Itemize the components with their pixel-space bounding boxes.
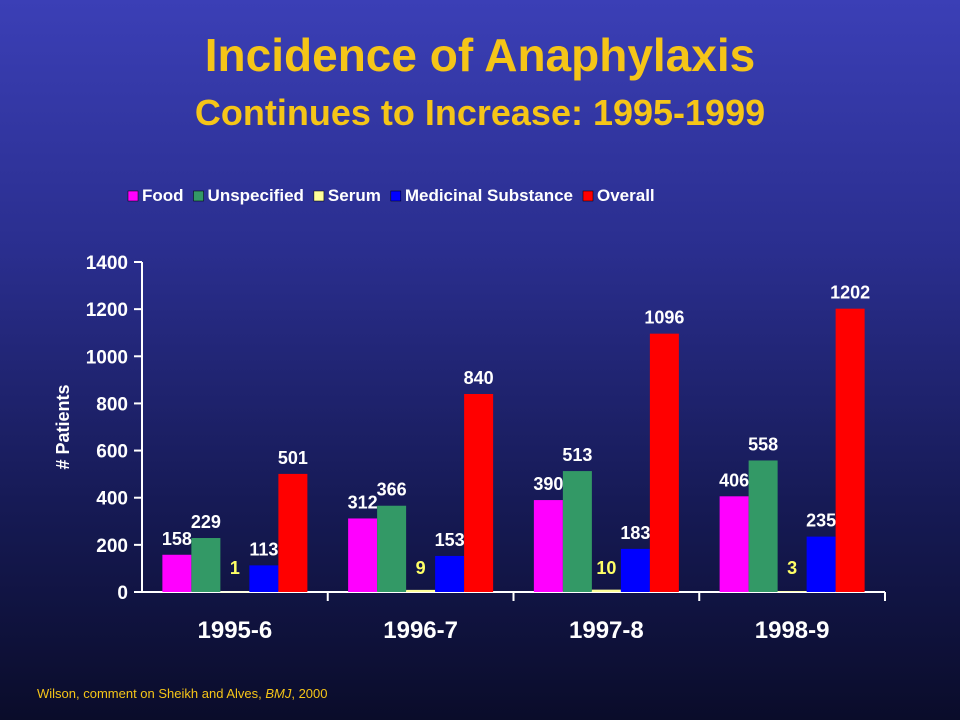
bar-serum [406,589,436,592]
y-tick-label: 800 [96,394,128,415]
data-label: 229 [191,512,221,532]
source-citation: Wilson, comment on Sheikh and Alves, BMJ… [37,686,328,701]
slide-subtitle: Continues to Increase: 1995-1999 [194,92,766,133]
bar-chart: 0 200 400 600 800 1000 1200 1400 # Patients 1995-… [53,186,870,644]
bar-unspecified [377,505,407,592]
data-label: 235 [806,511,836,531]
bar-serum [591,589,621,592]
data-label: 3 [787,558,797,578]
source-journal: BMJ [265,686,292,701]
legend-swatch [193,190,204,202]
y-tick-label: 0 [117,583,128,604]
data-label: 1 [230,558,240,578]
legend-label: Serum [328,186,381,205]
data-label: 406 [719,470,749,490]
bar-medicinal-substance [249,565,279,592]
y-tick-label: 1400 [86,253,128,274]
x-tick-label: 1997-8 [569,617,644,644]
data-label: 366 [377,480,407,500]
bar-serum [777,591,807,592]
y-tick-label: 400 [96,489,128,510]
bar-overall [464,394,494,592]
data-label: 840 [464,368,494,388]
source-text: Wilson, comment on Sheikh and Alves, [37,686,266,701]
bar-medicinal-substance [806,536,836,592]
bar-medicinal-substance [435,555,465,592]
data-label: 390 [533,474,563,494]
bar-overall [835,308,865,592]
bar-unspecified [191,538,221,592]
legend-label: Medicinal Substance [405,186,573,205]
data-label: 558 [748,434,778,454]
data-label: 1096 [644,308,684,328]
bar-medicinal-substance [620,548,650,592]
x-tick-label: 1998-9 [755,617,830,644]
data-label: 183 [620,523,650,543]
data-label: 1202 [830,283,870,303]
y-tick-label: 200 [96,536,128,557]
bar-unspecified [562,471,592,592]
bar-overall [278,473,308,592]
data-label: 9 [416,558,426,578]
legend-label: Overall [597,186,655,205]
legend-swatch [390,190,402,202]
legend-swatch [127,190,139,202]
source-year: , 2000 [291,686,328,701]
data-label: 10 [596,558,616,578]
legend-swatch [313,190,325,202]
bar-unspecified [748,460,778,592]
bar-food [162,554,192,592]
bar-food [719,496,749,592]
data-label: 312 [348,492,378,512]
bar-food [348,518,378,592]
legend-label: Unspecified [208,186,304,205]
data-label: 153 [435,530,465,550]
data-label: 513 [562,445,592,465]
slide-title: Incidence of Anaphylaxis [204,29,756,81]
x-tick-label: 1995-6 [198,617,273,644]
y-axis-label: # Patients [53,384,73,469]
legend-swatch [582,190,594,202]
y-tick-label: 600 [96,442,128,463]
y-tick-label: 1200 [86,300,128,321]
y-tick-label: 1000 [86,347,128,368]
x-tick-label: 1996-7 [383,617,458,644]
data-label: 501 [278,448,308,468]
bar-serum [220,591,250,593]
data-label: 158 [162,529,192,549]
legend-label: Food [142,186,184,205]
bar-food [533,500,563,592]
data-label: 113 [249,539,278,559]
bar-overall [649,333,679,592]
